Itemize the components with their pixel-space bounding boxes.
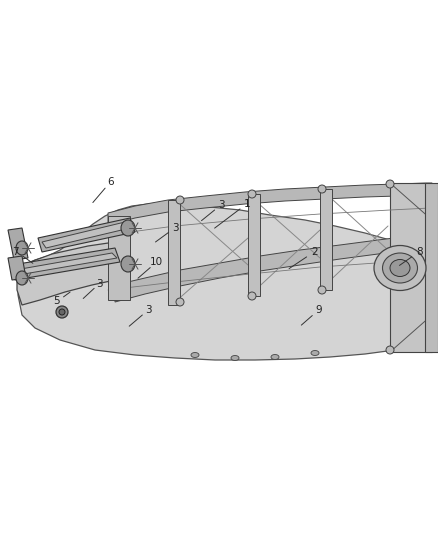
Text: 9: 9 [315,305,322,315]
Polygon shape [115,234,428,302]
Text: 2: 2 [311,247,318,256]
Text: 1: 1 [244,199,251,208]
Polygon shape [168,200,180,305]
Polygon shape [425,183,438,352]
Polygon shape [8,228,28,260]
Ellipse shape [382,253,417,283]
Polygon shape [248,194,260,296]
Polygon shape [17,242,115,305]
Ellipse shape [390,260,410,277]
Text: 3: 3 [145,305,152,315]
Polygon shape [42,222,130,248]
Ellipse shape [121,256,135,272]
Circle shape [56,306,68,318]
Text: 7: 7 [12,247,19,256]
Ellipse shape [191,352,199,358]
Polygon shape [390,183,432,352]
Circle shape [59,309,65,315]
Ellipse shape [16,271,28,285]
Ellipse shape [374,246,426,290]
Ellipse shape [271,354,279,359]
Polygon shape [12,248,120,280]
Polygon shape [320,189,332,290]
Text: 3: 3 [218,200,225,209]
Circle shape [248,190,256,198]
Ellipse shape [231,356,239,360]
Text: 10: 10 [150,257,163,267]
Circle shape [176,196,184,204]
Text: 8: 8 [416,247,423,256]
Circle shape [318,286,326,294]
Polygon shape [108,216,130,300]
Polygon shape [15,253,117,275]
Ellipse shape [311,351,319,356]
Circle shape [386,346,394,354]
Polygon shape [108,183,432,225]
Text: 5: 5 [53,296,60,306]
Circle shape [318,185,326,193]
Circle shape [176,298,184,306]
Text: 6: 6 [107,177,114,187]
Text: 3: 3 [96,279,103,288]
Text: 3: 3 [172,223,179,232]
Polygon shape [18,204,432,360]
Circle shape [248,292,256,300]
Polygon shape [8,256,26,280]
Ellipse shape [121,220,135,236]
Circle shape [386,180,394,188]
Ellipse shape [16,241,28,255]
Polygon shape [38,218,135,252]
